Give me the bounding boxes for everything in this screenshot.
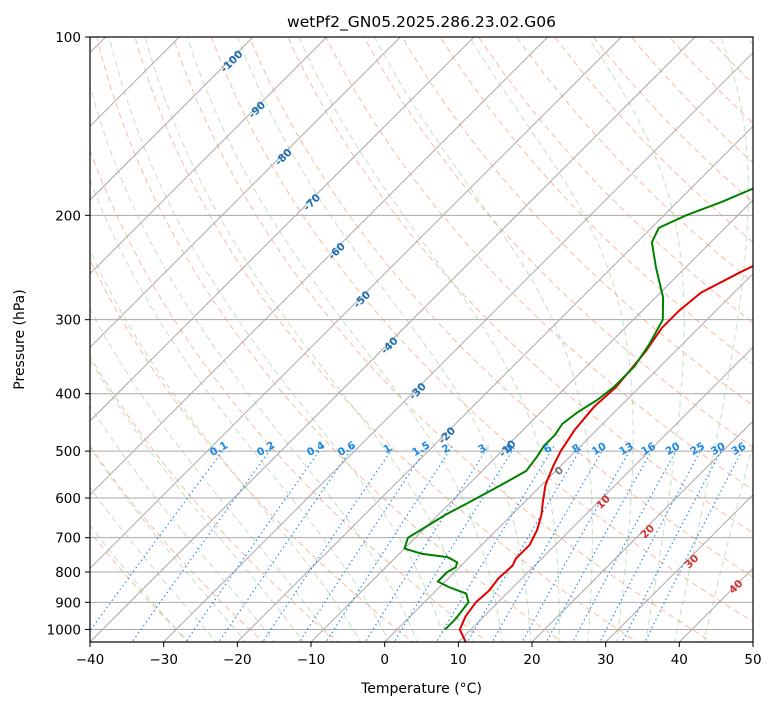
isotherm-line <box>90 37 475 422</box>
isotherm-line <box>90 37 622 570</box>
x-tick-label: 40 <box>671 652 688 668</box>
x-tick-label: −30 <box>149 652 178 668</box>
isotherm-line <box>236 125 753 642</box>
axes: −40 −30 −20 −10 0 10 20 30 40 50 100 200 300 400 500 60… <box>47 30 762 668</box>
dry-adiabat <box>325 37 753 491</box>
isotherm-line <box>310 199 753 642</box>
mixing-ratio-line <box>599 445 704 642</box>
x-tick-label: 0 <box>380 652 389 668</box>
y-tick-label: 700 <box>55 531 81 547</box>
plot-frame <box>89 36 754 643</box>
isotherm-line <box>384 272 753 642</box>
y-tick-label: 600 <box>55 491 81 507</box>
y-tick-label: 200 <box>55 208 81 224</box>
dry-adiabat <box>90 148 489 642</box>
y-tick-label: 900 <box>55 595 81 611</box>
mixing-ratio-line <box>521 445 633 642</box>
y-tick-label: 300 <box>55 313 81 329</box>
x-tick-label: −10 <box>297 652 326 668</box>
x-axis-label: Temperature (°C) <box>360 681 482 697</box>
chart-title: wetPf2_GN05.2025.286.23.02.G06 <box>287 13 556 32</box>
y-tick-label: 100 <box>55 30 81 46</box>
isotherm-line <box>163 51 753 642</box>
mixing-ratio-line <box>466 445 584 642</box>
isotherm-line <box>531 420 753 642</box>
isotherm-line <box>90 37 254 201</box>
y-axis-label: Pressure (hPa) <box>12 289 28 389</box>
mixing-ratio-line <box>621 445 725 642</box>
y-tick-label: 500 <box>55 444 81 460</box>
moist-adiabat <box>90 249 362 642</box>
mixing-ratio-line <box>298 445 429 642</box>
mixing-ratio-line <box>393 445 516 642</box>
isotherm-line <box>90 37 328 275</box>
x-tick-label: 20 <box>523 652 540 668</box>
dry-adiabat <box>248 37 753 578</box>
moist-adiabat <box>90 178 390 642</box>
mixing-ratio-line <box>364 445 490 642</box>
mixing-ratio-line <box>218 445 355 642</box>
y-tick-label: 1000 <box>47 622 81 638</box>
mixing-ratio-line <box>90 445 227 632</box>
x-tick-label: 10 <box>450 652 467 668</box>
x-tick-label: −20 <box>223 652 252 668</box>
mixing-ratio-line <box>572 445 680 642</box>
dewpoint-profile-line <box>403 187 753 631</box>
mixing-ratio-line <box>325 445 454 642</box>
isotherm-line <box>90 37 696 642</box>
mixing-ratio-line <box>435 445 555 642</box>
moist-adiabat <box>90 84 418 642</box>
dry-adiabat <box>287 37 753 534</box>
isotherm-line <box>457 346 753 642</box>
mixing-ratio-line <box>491 445 606 642</box>
profile-lines <box>403 187 753 642</box>
mixing-ratio-line <box>545 445 656 642</box>
isotherm-line <box>90 37 549 496</box>
x-tick-label: 30 <box>597 652 614 668</box>
background-lines <box>90 37 753 642</box>
y-tick-label: 800 <box>55 565 81 581</box>
plot-area <box>90 37 753 642</box>
mixing-ratio-line <box>644 445 746 642</box>
isotherm-line <box>605 493 753 642</box>
x-tick-label: 50 <box>744 652 761 668</box>
y-tick-label: 400 <box>55 387 81 403</box>
isotherm-line <box>90 37 401 349</box>
x-tick-label: −40 <box>76 652 105 668</box>
